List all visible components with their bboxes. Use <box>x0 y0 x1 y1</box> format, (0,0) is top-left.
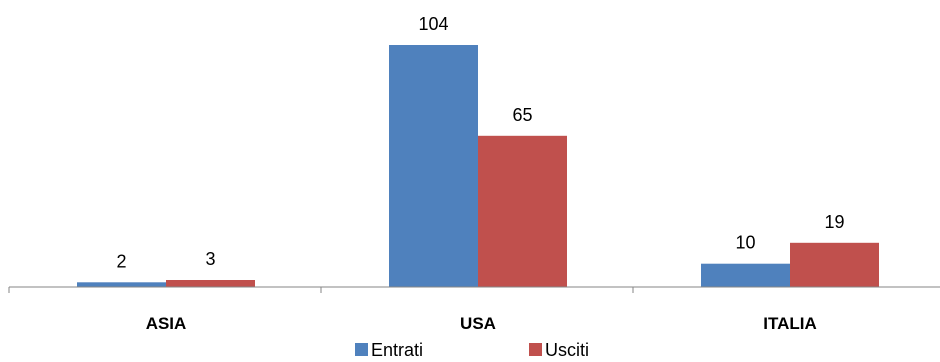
bar-asia-entrati <box>77 282 166 287</box>
bar-asia-usciti <box>166 280 255 287</box>
legend-label-usciti: Usciti <box>545 340 589 360</box>
data-label-asia-entrati: 2 <box>116 251 126 271</box>
legend-swatch-usciti <box>529 343 542 356</box>
legend-swatch-entrati <box>355 343 368 356</box>
data-label-italia-entrati: 10 <box>735 233 755 253</box>
data-label-usa-usciti: 65 <box>512 105 532 125</box>
x-axis: ASIA USA ITALIA <box>8 286 940 333</box>
bar-italia-usciti <box>790 242 879 287</box>
data-labels-layer: 2 3 104 65 10 19 <box>116 14 844 271</box>
bars-layer <box>77 45 879 288</box>
data-label-asia-usciti: 3 <box>205 249 215 269</box>
bar-usa-entrati <box>389 45 478 287</box>
bar-italia-entrati <box>701 263 790 287</box>
category-label-usa: USA <box>460 314 496 333</box>
data-label-italia-usciti: 19 <box>824 212 844 232</box>
category-label-italia: ITALIA <box>763 314 817 333</box>
legend-label-entrati: Entrati <box>371 340 423 360</box>
category-label-asia: ASIA <box>146 314 187 333</box>
bar-usa-usciti <box>478 135 567 288</box>
data-label-usa-entrati: 104 <box>418 14 448 34</box>
legend: Entrati Usciti <box>355 340 589 360</box>
